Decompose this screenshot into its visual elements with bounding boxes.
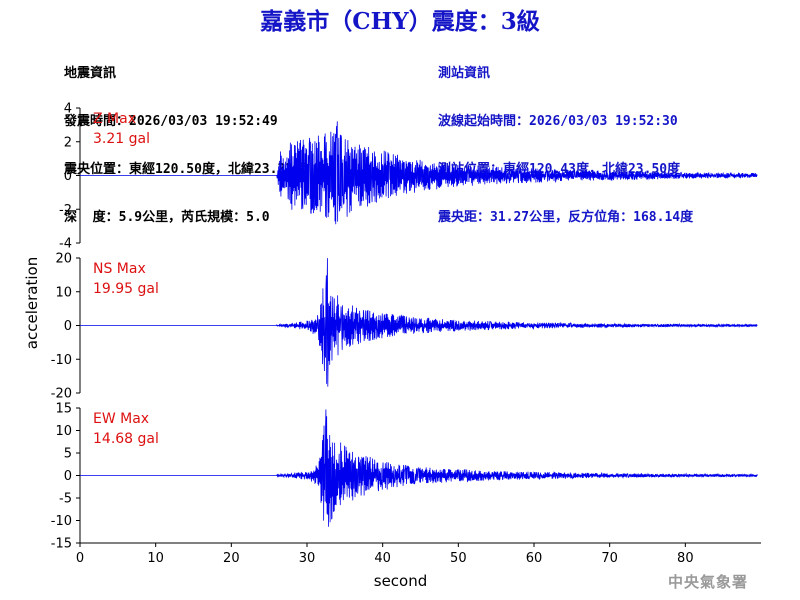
y-tick-label-z: -4 [59, 237, 72, 252]
y-tick-label-z: 4 [64, 102, 72, 117]
y-tick-label-ew: -15 [51, 537, 72, 552]
x-tick-label: 60 [526, 551, 543, 566]
y-axis-title: acceleration [23, 257, 41, 349]
x-tick-label: 0 [76, 551, 84, 566]
y-tick-label-ns: 10 [55, 285, 72, 300]
y-tick-label-ew: 5 [64, 447, 72, 462]
x-tick-label: 70 [601, 551, 618, 566]
x-tick-label: 20 [223, 551, 240, 566]
y-tick-label-ew: 10 [55, 424, 72, 439]
max-value-z: 3.21 gal [93, 131, 150, 147]
max-label-z: Z Max [93, 111, 136, 127]
y-tick-label-ew: 15 [55, 402, 72, 417]
max-label-ns: NS Max [93, 261, 146, 277]
max-label-ew: EW Max [93, 411, 149, 427]
y-tick-label-ns: 20 [55, 252, 72, 267]
y-tick-label-ew: -5 [59, 492, 72, 507]
y-tick-label-z: -2 [59, 203, 72, 218]
depth-magnitude: 深 度：5.9公里，芮氏規模：5.0 [64, 210, 270, 225]
y-tick-label-z: 2 [64, 135, 72, 150]
waveform-start-time: 波線起始時間：2026/03/03 19:52:30 [438, 114, 678, 129]
trace-z [80, 121, 758, 225]
station-info-heading: 測站資訊 [438, 66, 491, 81]
x-axis-title: second [374, 572, 428, 590]
page-title: 嘉義市（CHY）震度：3級 [260, 8, 540, 35]
y-tick-label-ew: -10 [51, 514, 72, 529]
origin-time: 發震時間：2026/03/03 19:52:49 [64, 114, 278, 129]
y-tick-label-ns: 0 [64, 319, 72, 334]
trace-ns [80, 258, 758, 387]
y-tick-label-ns: -10 [51, 353, 72, 368]
y-tick-label-z: 0 [64, 169, 72, 184]
agency-watermark: 中央氣象署 [667, 573, 748, 591]
trace-ew [80, 409, 758, 527]
earthquake-info-block: 地震資訊 發震時間：2026/03/03 19:52:49 震央位置：東經120… [64, 34, 306, 258]
x-tick-label: 10 [147, 551, 164, 566]
x-tick-label: 80 [677, 551, 694, 566]
x-tick-label: 40 [374, 551, 391, 566]
x-tick-label: 30 [299, 551, 316, 566]
max-value-ns: 19.95 gal [93, 281, 159, 297]
epicenter-location: 震央位置：東經120.50度，北緯23.22度 [64, 162, 307, 177]
earthquake-info-heading: 地震資訊 [64, 66, 117, 81]
x-tick-label: 50 [450, 551, 467, 566]
station-info-block: 測站資訊 波線起始時間：2026/03/03 19:52:30 測站位置：東經1… [438, 34, 693, 258]
y-tick-label-ns: -20 [51, 387, 72, 402]
epicentral-distance: 震央距：31.27公里，反方位角：168.14度 [438, 210, 694, 225]
y-tick-label-ew: 0 [64, 469, 72, 484]
max-value-ew: 14.68 gal [93, 431, 159, 447]
